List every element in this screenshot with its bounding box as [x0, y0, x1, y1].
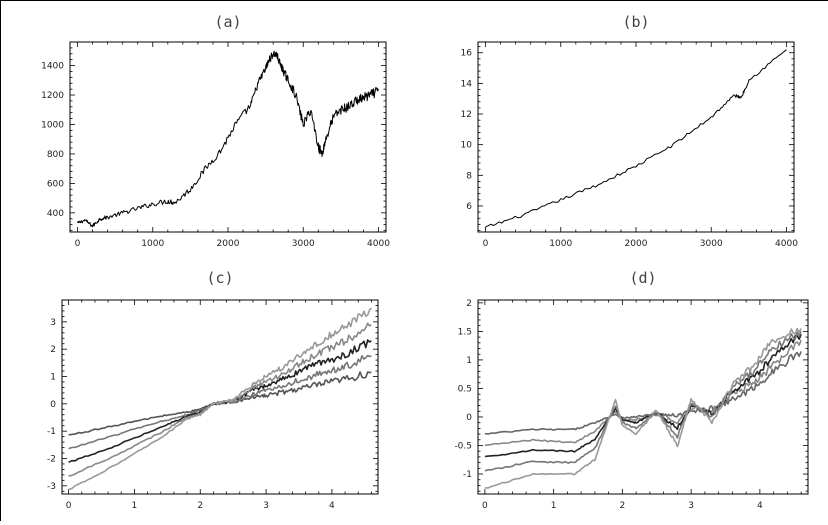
y-tick-label: 0 — [466, 413, 472, 423]
x-tick-label: 3000 — [700, 239, 723, 249]
x-tick-label: 2000 — [625, 239, 648, 249]
y-tick-label: 1.5 — [458, 327, 472, 337]
x-tick-label: 0 — [75, 239, 81, 249]
series-line-d-4 — [484, 327, 802, 489]
y-tick-label: 1 — [50, 373, 56, 383]
panel-b: (b) 0 1000 2000 3000 4000 6 8 10 12 14 16 — [461, 13, 799, 249]
panel-a: (a) 0 1000 2000 3000 4000 400 600 800 1000 1200 140… — [41, 13, 390, 249]
y-tick-label: 2 — [50, 345, 56, 355]
x-tick-label: 3 — [263, 501, 269, 511]
plot-frame-c — [61, 299, 379, 495]
plot-frame-d — [477, 299, 809, 495]
y-tick-label: 400 — [47, 209, 64, 219]
x-tick-label: 3000 — [292, 239, 315, 249]
x-tick-label: 3 — [688, 501, 694, 511]
y-tick-label: 1400 — [41, 62, 64, 72]
x-tick-label: 1 — [551, 501, 557, 511]
x-tick-label: 1 — [132, 501, 138, 511]
x-tick-label: 0 — [483, 239, 489, 249]
y-tick-label: 16 — [461, 49, 473, 59]
x-tick-label: 2 — [620, 501, 626, 511]
y-tick-label: 8 — [466, 171, 472, 181]
y-tick-label: 10 — [461, 141, 473, 151]
y-tick-label: -3 — [47, 482, 56, 492]
series-line-c-3 — [68, 322, 372, 477]
plot-frame-b — [477, 41, 795, 233]
y-tick-label: 1200 — [41, 91, 64, 101]
x-tick-label: 4000 — [775, 239, 798, 249]
series-line-c-4 — [68, 307, 372, 491]
y-tick-label: 1 — [466, 356, 472, 366]
x-tick-label: 0 — [482, 501, 488, 511]
series-line-d-1 — [484, 339, 802, 446]
y-tick-label: 3 — [50, 318, 56, 328]
x-tick-label: 4 — [757, 501, 763, 511]
panel-title-d: (d) — [629, 269, 656, 287]
panel-title-a: (a) — [214, 13, 241, 31]
x-tick-label: 2000 — [217, 239, 240, 249]
y-tick-label: 6 — [466, 202, 472, 212]
y-tick-label: 14 — [461, 79, 473, 89]
y-tick-label: 600 — [47, 179, 64, 189]
x-tick-label: 2 — [197, 501, 203, 511]
panel-d: (d) 0 1 2 3 4 -1 -0.5 0 0.5 1 1.5 2 — [454, 269, 809, 511]
series-line-a-0 — [77, 50, 379, 228]
y-tick-label: 12 — [461, 110, 472, 120]
y-tick-label: 2 — [466, 299, 472, 309]
y-tick-label: -1 — [47, 427, 56, 437]
series-line-c-2 — [68, 339, 372, 464]
y-tick-label: 0.5 — [458, 384, 472, 394]
panel-title-c: (c) — [206, 269, 233, 287]
y-tick-label: 1000 — [41, 120, 64, 130]
panel-c: (c) 0 1 2 3 4 -3 -2 -1 0 1 2 3 — [47, 269, 379, 511]
x-tick-label: 1000 — [549, 239, 572, 249]
panel-title-b: (b) — [622, 13, 649, 31]
series-line-b-0 — [485, 49, 787, 228]
y-tick-label: 0 — [50, 400, 56, 410]
y-tick-label: -2 — [47, 454, 56, 464]
y-tick-label: -1 — [463, 470, 472, 480]
x-tick-label: 1000 — [141, 239, 164, 249]
y-tick-label: -0.5 — [454, 442, 472, 452]
series-line-c-1 — [68, 354, 372, 450]
y-tick-label: 800 — [47, 150, 64, 160]
x-tick-label: 4000 — [367, 239, 390, 249]
x-tick-label: 0 — [66, 501, 72, 511]
series-line-d-2 — [484, 333, 802, 458]
x-tick-label: 4 — [329, 501, 335, 511]
